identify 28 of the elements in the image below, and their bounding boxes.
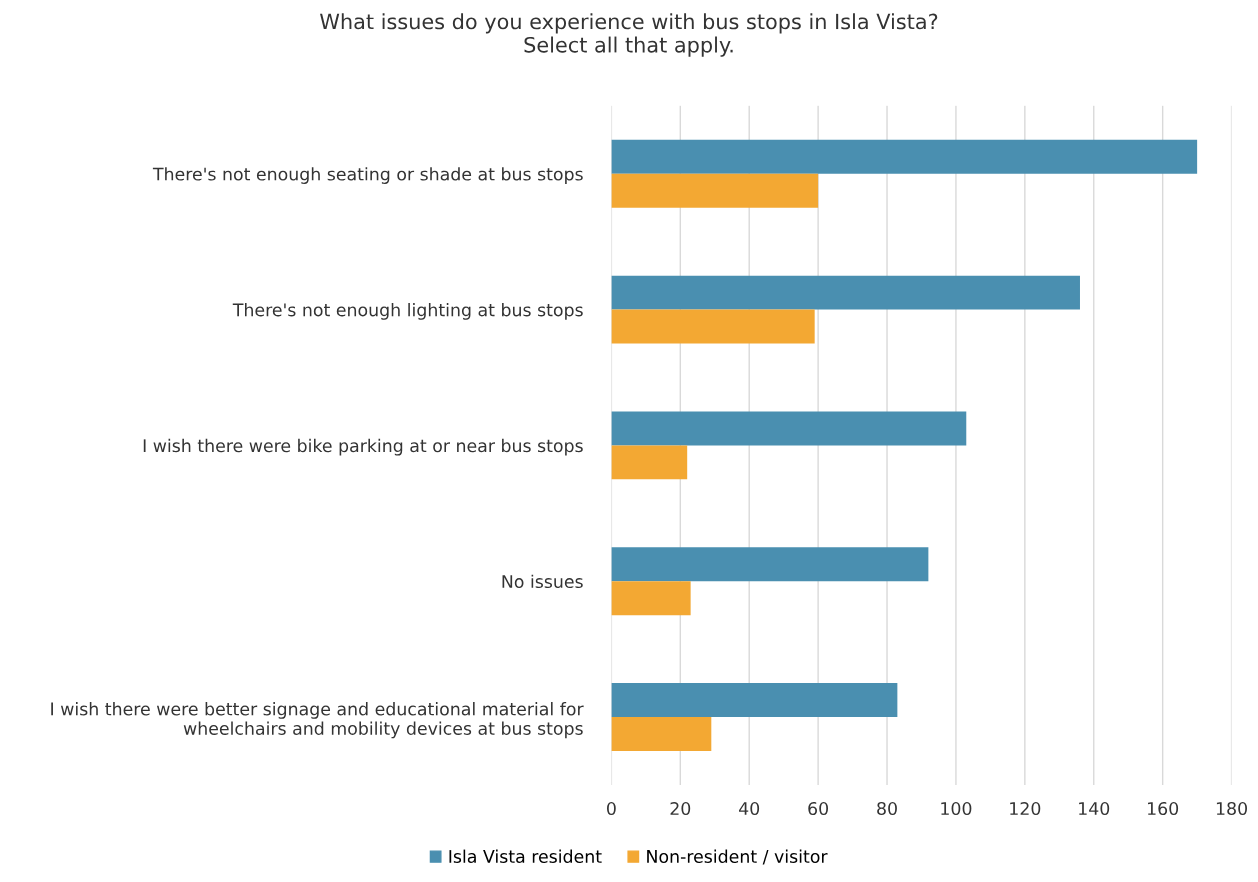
- x-tick-label: 140: [1079, 801, 1110, 816]
- legend-label: Isla Vista resident: [449, 849, 602, 864]
- bar: [611, 683, 898, 718]
- x-tick-label: 160: [1148, 801, 1179, 816]
- x-tick-label: 120: [1010, 801, 1041, 816]
- bar: [611, 173, 819, 208]
- x-tick-label: 0: [607, 801, 616, 816]
- x-tick-label: 40: [739, 801, 760, 816]
- x-tick-label: 20: [670, 801, 691, 816]
- x-tick-label: 80: [877, 801, 897, 816]
- chart-title: What issues do you experience with bus stops in Isla Vista? Select all that apply.: [320, 13, 938, 57]
- y-tick-label: I wish there were better signage and educational material for wheelchairs and mobility devices at bus stops: [51, 702, 584, 739]
- y-tick-label: There's not enough lighting at bus stops: [232, 302, 583, 320]
- y-tick-label: No issues: [502, 574, 583, 589]
- bar: [611, 275, 1080, 310]
- bar: [611, 309, 815, 344]
- bar: [611, 717, 712, 752]
- bar: [611, 445, 688, 480]
- x-tick-label: 100: [941, 801, 972, 816]
- x-tick-label: 180: [1216, 801, 1247, 816]
- y-tick-label: I wish there were bike parking at or near bus stops: [143, 438, 583, 456]
- legend-label: Non-resident / visitor: [647, 849, 828, 865]
- bar: [611, 581, 691, 616]
- x-tick-label: 60: [808, 801, 829, 816]
- bar: [611, 411, 967, 446]
- bar: [611, 139, 1198, 174]
- bar: [611, 547, 929, 582]
- y-tick-label: There's not enough seating or shade at bus stops: [152, 167, 583, 184]
